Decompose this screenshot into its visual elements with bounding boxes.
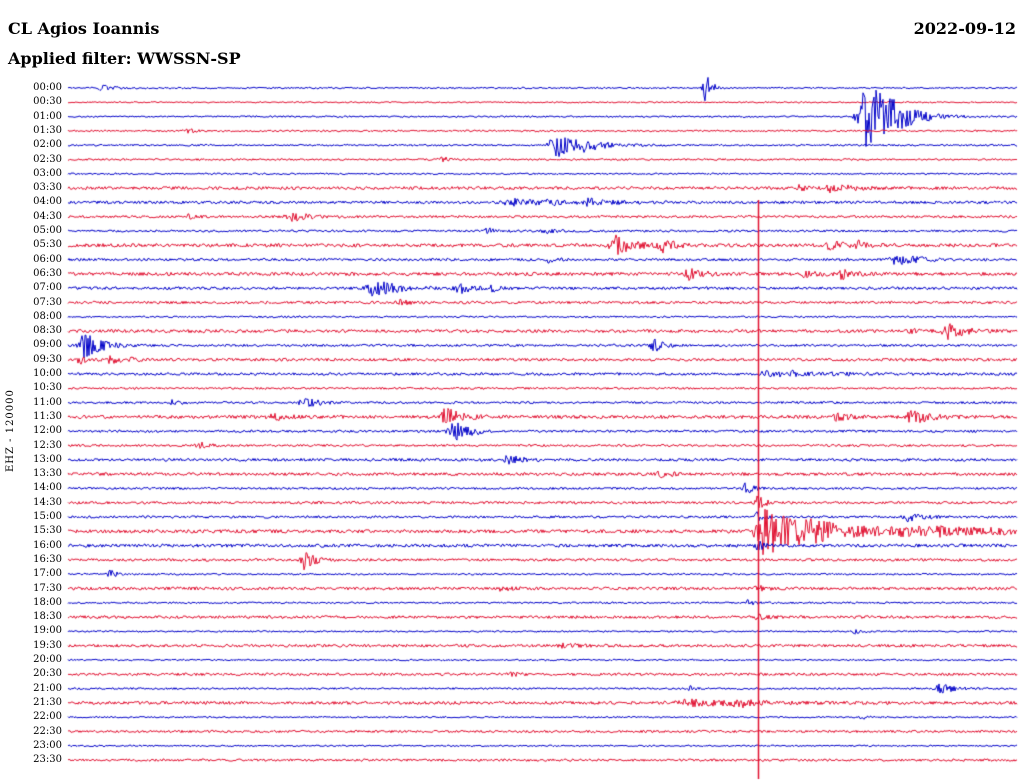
row-time-label: 00:00 [33, 82, 62, 93]
row-time-label: 22:00 [33, 711, 62, 723]
row-time-label: 20:00 [33, 654, 62, 665]
row-time-label: 10:00 [33, 368, 62, 379]
row-time-label: 02:30 [33, 153, 62, 165]
row-time-label: 02:00 [33, 139, 62, 151]
row-time-label: 08:30 [33, 325, 62, 337]
row-time-label: 18:00 [33, 596, 62, 608]
row-time-label: 21:30 [33, 696, 62, 708]
row-time-label: 13:30 [33, 468, 62, 480]
row-time-label: 21:00 [33, 682, 62, 694]
row-time-label: 23:30 [33, 754, 62, 766]
row-time-label: 19:00 [33, 625, 62, 637]
row-time-label: 06:30 [33, 267, 62, 279]
row-time-label: 15:00 [33, 511, 62, 522]
row-time-label: 18:30 [33, 611, 62, 623]
row-time-label: 16:00 [33, 539, 62, 551]
row-time-label: 04:00 [33, 196, 62, 208]
row-time-label: 17:30 [33, 582, 62, 594]
row-time-label: 13:00 [33, 453, 62, 465]
row-time-label: 01:00 [33, 110, 62, 122]
row-time-label: 03:30 [33, 182, 62, 194]
applied-filter-label: Applied filter: WWSSN-SP [8, 49, 241, 68]
row-time-label: 19:30 [33, 639, 62, 651]
row-time-label: 16:30 [33, 553, 62, 565]
row-time-label: 08:00 [33, 310, 62, 322]
row-time-label: 11:30 [33, 410, 62, 422]
row-time-label: 04:30 [33, 210, 62, 222]
row-time-label: 12:30 [33, 439, 62, 451]
row-time-label: 12:00 [33, 425, 62, 437]
date-label: 2022-09-12 [913, 19, 1016, 38]
row-time-label: 14:30 [33, 496, 62, 508]
row-time-label: 00:30 [33, 96, 62, 108]
row-time-label: 01:30 [33, 124, 62, 136]
row-time-label: 14:00 [33, 482, 62, 494]
row-time-label: 11:00 [33, 396, 62, 408]
row-time-label: 07:00 [33, 282, 62, 294]
row-time-label: 20:30 [33, 668, 62, 680]
row-time-label: 05:00 [33, 225, 62, 236]
row-time-label: 09:00 [33, 339, 62, 351]
row-time-label: 23:00 [33, 739, 62, 751]
row-time-label: 22:30 [33, 725, 62, 737]
row-time-label: 05:30 [33, 239, 62, 251]
row-time-label: 06:00 [33, 253, 62, 265]
row-time-label: 17:00 [33, 568, 62, 580]
row-time-label: 07:30 [33, 296, 62, 308]
row-time-label: 10:30 [33, 382, 62, 394]
row-time-label: 09:30 [33, 353, 62, 365]
row-time-label: 15:30 [33, 525, 62, 537]
row-time-label: 03:00 [33, 167, 62, 179]
station-title: CL Agios Ioannis [8, 19, 160, 38]
